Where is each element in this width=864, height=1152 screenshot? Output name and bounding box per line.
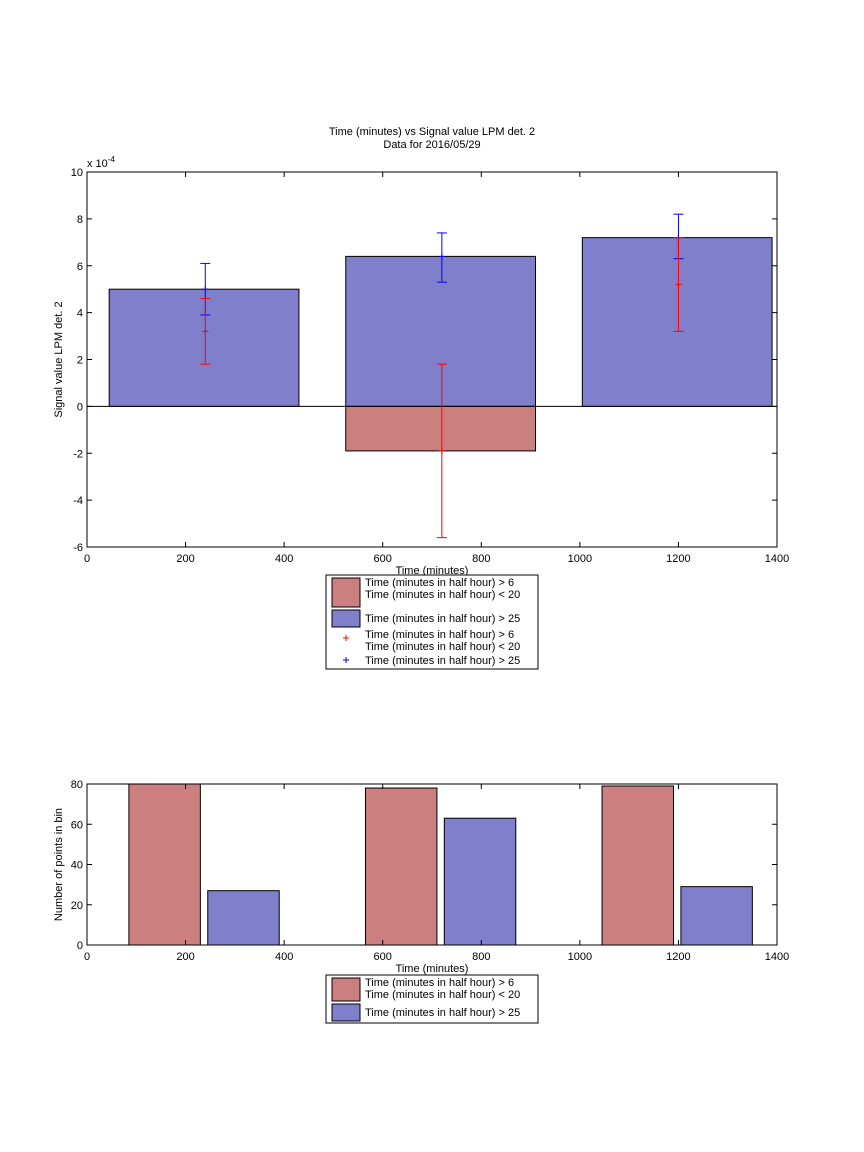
legend-marker bbox=[343, 635, 349, 641]
y-tick-label: 4 bbox=[77, 308, 83, 320]
legend-label: Time (minutes in half hour) > 25 bbox=[365, 1007, 520, 1019]
chart-1: Time (minutes) vs Signal value LPM det. … bbox=[53, 126, 789, 670]
legend: Time (minutes in half hour) > 6 Time (min… bbox=[325, 974, 539, 1024]
legend-label: Time (minutes in half hour) > 25 bbox=[365, 613, 520, 625]
y-tick-label: 6 bbox=[77, 261, 83, 273]
legend-box bbox=[325, 574, 539, 670]
x-tick-label: 1200 bbox=[666, 951, 690, 963]
y-tick-label: 0 bbox=[77, 940, 83, 952]
x-tick-label: 1400 bbox=[765, 553, 789, 565]
legend-item-1: Time (minutes in half hour) > 6 Time (min… bbox=[331, 577, 520, 608]
x-tick-label: 1000 bbox=[568, 951, 592, 963]
bar-blue-4 bbox=[581, 237, 773, 407]
errorbar-blue-3 bbox=[436, 232, 447, 283]
legend-swatch bbox=[331, 977, 361, 1002]
legend-item-3: Time (minutes in half hour) > 6 Time (min… bbox=[343, 629, 520, 653]
x-tick-label: 600 bbox=[374, 951, 392, 963]
y-tick-label: 0 bbox=[77, 401, 83, 413]
bar-red-1 bbox=[128, 783, 201, 946]
x-tick-label: 200 bbox=[176, 553, 194, 565]
legend-item-2: Time (minutes in half hour) > 25 bbox=[331, 609, 520, 628]
x-tick-label: 400 bbox=[275, 553, 293, 565]
legend-label: Time (minutes in half hour) > 6 Time (min… bbox=[365, 629, 520, 653]
x-axis-label: Time (minutes) bbox=[396, 565, 469, 577]
x-tick-label: 400 bbox=[275, 951, 293, 963]
bar-blue-2 bbox=[207, 890, 280, 946]
chart-title: Time (minutes) vs Signal value LPM det. … bbox=[329, 126, 535, 138]
y-exponent-label: x 10-4 bbox=[87, 155, 115, 170]
legend-swatch bbox=[331, 577, 361, 608]
y-tick-label: 20 bbox=[71, 900, 83, 912]
errorbar-red-6 bbox=[673, 237, 684, 332]
y-tick-label: -4 bbox=[73, 495, 83, 507]
errorbar-red-4 bbox=[436, 363, 447, 539]
x-tick-label: 800 bbox=[472, 951, 490, 963]
x-axis-label: Time (minutes) bbox=[396, 963, 469, 975]
x-tick-label: 200 bbox=[176, 951, 194, 963]
bar-blue-2 bbox=[345, 255, 536, 407]
legend-marker bbox=[343, 657, 349, 663]
bar-blue-6 bbox=[680, 886, 753, 946]
x-tick-label: 1200 bbox=[666, 553, 690, 565]
bar-blue-1 bbox=[108, 288, 300, 407]
legend: Time (minutes in half hour) > 6 Time (min… bbox=[325, 574, 539, 670]
y-tick-label: 10 bbox=[71, 167, 83, 179]
legend-swatch bbox=[331, 1003, 361, 1022]
x-tick-label: 800 bbox=[472, 553, 490, 565]
y-tick-label: 2 bbox=[77, 355, 83, 367]
errorbar-red-2 bbox=[200, 298, 211, 365]
y-axis-label: Signal value LPM det. 2 bbox=[53, 301, 65, 417]
bar-blue-4 bbox=[443, 817, 517, 946]
legend-label: Time (minutes in half hour) > 6 Time (min… bbox=[365, 577, 520, 601]
x-tick-label: 0 bbox=[84, 951, 90, 963]
y-tick-label: 60 bbox=[71, 819, 83, 831]
y-tick-label: -2 bbox=[73, 448, 83, 460]
y-tick-label: 8 bbox=[77, 214, 83, 226]
legend-item-2: Time (minutes in half hour) > 25 bbox=[331, 1003, 520, 1022]
chart-2: 0 200 400 600 800 1000 1200 1400 0 20 40 60 80 Time (… bbox=[53, 779, 789, 1024]
legend-label: Time (minutes in half hour) > 25 bbox=[365, 655, 520, 667]
bar-red-3 bbox=[345, 405, 536, 452]
chart-subtitle: Data for 2016/05/29 bbox=[383, 139, 480, 151]
y-tick-label: -6 bbox=[73, 542, 83, 554]
x-tick-label: 0 bbox=[84, 553, 90, 565]
x-tick-label: 1000 bbox=[568, 553, 592, 565]
bar-red-5 bbox=[601, 785, 674, 946]
legend-item-1: Time (minutes in half hour) > 6 Time (min… bbox=[331, 977, 520, 1002]
y-tick-label: 80 bbox=[71, 779, 83, 791]
x-tick-label: 1400 bbox=[765, 951, 789, 963]
y-tick-label: 40 bbox=[71, 860, 83, 872]
x-tick-label: 600 bbox=[374, 553, 392, 565]
legend-box bbox=[325, 974, 539, 1024]
bar-red-3 bbox=[364, 787, 438, 946]
legend-item-4: Time (minutes in half hour) > 25 bbox=[343, 655, 520, 667]
y-axis-label: Number of points in bin bbox=[53, 808, 65, 921]
legend-swatch bbox=[331, 609, 361, 628]
legend-label: Time (minutes in half hour) > 6 Time (min… bbox=[365, 977, 520, 1001]
